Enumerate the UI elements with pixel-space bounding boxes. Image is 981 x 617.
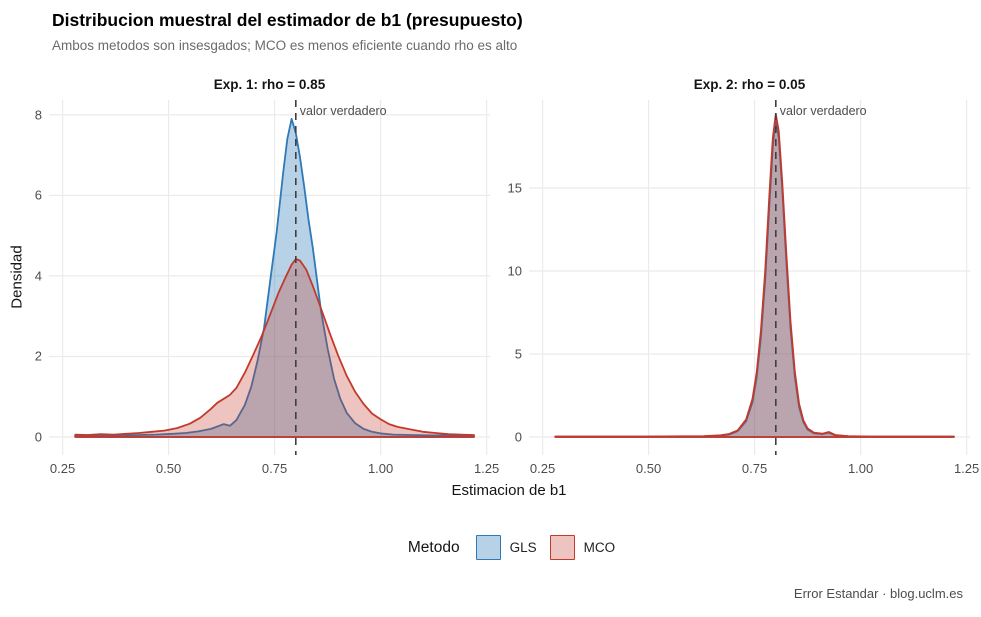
- density-plot-exp1: [49, 100, 490, 455]
- x-tick-label: 0.25: [49, 461, 76, 476]
- legend-label-gls: GLS: [509, 540, 537, 555]
- y-tick-label: 5: [514, 346, 522, 362]
- x-tick-label: 1.00: [847, 461, 874, 476]
- facet-strip-exp1: Exp. 1: rho = 0.85: [213, 77, 326, 92]
- y-tick-label: 10: [507, 263, 522, 279]
- facet-panel-exp1: [49, 100, 490, 455]
- legend-key-mco-swatch: [549, 535, 575, 560]
- y-tick-label: 8: [34, 107, 42, 123]
- x-tick-label: 0.50: [155, 461, 182, 476]
- x-axis-title: Estimacion de b1: [451, 482, 567, 499]
- x-tick-label: 1.25: [473, 461, 500, 476]
- x-tick-label: 1.00: [367, 461, 394, 476]
- x-tick-label: 1.25: [953, 461, 980, 476]
- chart-subtitle: Ambos metodos son insesgados; MCO es men…: [52, 38, 518, 53]
- facet-strip-exp2: Exp. 2: rho = 0.05: [693, 77, 806, 92]
- y-tick-label: 2: [34, 348, 42, 364]
- true-value-label: valor verdadero: [299, 104, 387, 118]
- chart-title: Distribucion muestral del estimador de b…: [52, 10, 523, 30]
- true-value-label: valor verdadero: [779, 104, 867, 118]
- legend-item-mco: MCO: [549, 535, 616, 560]
- caption: Error Estandar · blog.uclm.es: [793, 586, 963, 601]
- legend: Metodo GLS MCO: [21, 535, 981, 560]
- legend-title: Metodo: [407, 538, 460, 556]
- y-tick-label: 4: [34, 268, 42, 284]
- x-tick-label: 0.75: [261, 461, 288, 476]
- facet-panel-exp2: [529, 100, 970, 455]
- x-tick-label: 0.75: [741, 461, 768, 476]
- y-tick-label: 6: [34, 187, 42, 203]
- legend-item-gls: GLS: [475, 535, 537, 560]
- y-tick-label: 0: [514, 429, 522, 445]
- density-area-mco: [554, 113, 955, 438]
- legend-key-gls-swatch: [475, 535, 501, 560]
- y-tick-label: 15: [507, 180, 522, 196]
- x-tick-label: 0.25: [529, 461, 556, 476]
- y-tick-label: 0: [34, 429, 42, 445]
- density-plot-exp2: [529, 100, 970, 455]
- density-area-mco: [74, 258, 475, 438]
- x-tick-label: 0.50: [635, 461, 662, 476]
- legend-label-mco: MCO: [583, 540, 616, 555]
- density-area-gls: [74, 118, 475, 438]
